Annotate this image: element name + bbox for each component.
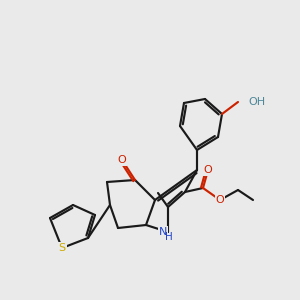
Text: O: O — [118, 155, 126, 165]
Text: S: S — [58, 243, 66, 253]
Text: H: H — [165, 232, 173, 242]
Text: O: O — [216, 195, 224, 205]
Text: O: O — [204, 165, 212, 175]
Text: OH: OH — [248, 97, 265, 107]
Text: N: N — [159, 227, 167, 237]
